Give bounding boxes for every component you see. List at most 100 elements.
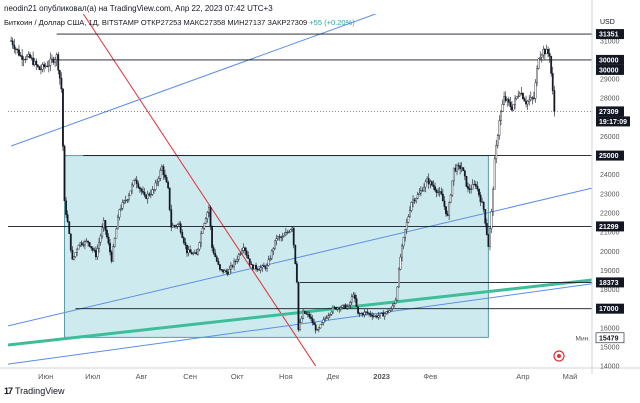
candle-body (25, 55, 28, 60)
candle-body (82, 244, 85, 246)
candle-body (40, 68, 42, 71)
candle-body (423, 186, 425, 192)
candle-body (308, 314, 311, 318)
candle-body (449, 194, 452, 203)
candle-body (57, 54, 60, 71)
candle-body (223, 270, 226, 273)
candle-body (281, 236, 284, 238)
candle-body (369, 313, 372, 316)
y-tick-label: 21000 (600, 230, 620, 237)
candle-body (311, 318, 314, 324)
candle-body (175, 225, 177, 227)
candle-body (415, 198, 418, 202)
candle-body (58, 70, 61, 79)
candle-body (440, 191, 443, 195)
candle-body (518, 93, 521, 97)
candle-body (239, 253, 242, 255)
candle-body (545, 49, 548, 55)
candle-body (149, 194, 152, 196)
candle-body (124, 200, 127, 202)
candle-body (462, 167, 465, 172)
y-tick-label: 23000 (600, 191, 620, 198)
candle-body (533, 97, 535, 99)
candle-body (11, 40, 14, 46)
candle-body (382, 312, 385, 317)
candle-body (300, 318, 303, 323)
candle-body (295, 263, 298, 283)
price-label-box (596, 303, 624, 314)
candle-body (372, 315, 375, 317)
candle-body (252, 264, 254, 270)
candle-body (73, 256, 75, 260)
candle-body (88, 242, 91, 247)
candle-body (241, 250, 243, 254)
candle-body (443, 200, 446, 207)
candle-body (339, 307, 342, 310)
candle-body (306, 313, 309, 315)
candle-body (80, 242, 83, 246)
symbol-legend: Биткоин / Доллар США, 1Д, BITSTAMP ОТКР2… (4, 18, 355, 27)
candle-body (76, 248, 78, 253)
candle-body (492, 188, 494, 212)
candle-body (211, 226, 213, 248)
candle-body (189, 249, 192, 253)
y-tick-label: 20000 (600, 249, 620, 256)
candle-body (346, 306, 348, 309)
candle-body (231, 265, 234, 267)
candle-body (41, 64, 44, 70)
candle-body (456, 165, 458, 172)
candle-body (261, 265, 264, 269)
candle-body (203, 223, 206, 229)
candle-body (468, 188, 471, 190)
candle-body (484, 209, 487, 224)
candle-body (352, 294, 355, 298)
candle-body (303, 310, 306, 314)
candle-body (299, 322, 301, 330)
candle-body (62, 88, 64, 147)
candle-body (361, 313, 364, 315)
red-trend-line-0 (82, 14, 317, 367)
candle-body (24, 59, 27, 61)
y-tick-label: 22000 (600, 211, 620, 218)
candle-body (32, 57, 35, 65)
candles (10, 36, 556, 334)
candle-body (350, 296, 353, 303)
candle-body (112, 246, 115, 262)
event-marker-dot (557, 354, 561, 358)
candle-body (347, 304, 350, 307)
candle-body (531, 97, 534, 99)
candle-body (244, 247, 246, 252)
x-tick-label: 2023 (373, 372, 390, 381)
candle-body (184, 242, 187, 246)
candle-body (187, 249, 190, 254)
candle-body (385, 311, 388, 314)
candle-body (319, 324, 322, 329)
candle-body (33, 60, 36, 65)
candle-body (481, 201, 484, 203)
candle-body (214, 252, 217, 258)
candle-body (430, 181, 433, 186)
candle-body (63, 146, 66, 202)
candle-body (140, 188, 143, 192)
candle-body (336, 307, 339, 310)
candle-body (445, 206, 447, 215)
candle-body (355, 298, 358, 307)
candle-body (248, 258, 251, 265)
ohlc-values: ОТКР27253 МАКС27358 МИН27137 ЗАКР27309 (140, 18, 308, 27)
candle-body (376, 315, 378, 318)
candle-body (176, 224, 179, 227)
candle-body (305, 313, 308, 315)
candle-body (126, 199, 129, 201)
candle-body (115, 228, 118, 239)
candle-body (195, 252, 198, 255)
price-label-box (595, 332, 625, 344)
candle-body (170, 209, 173, 228)
candle-body (357, 306, 359, 314)
candle-body (471, 184, 474, 190)
candle-body (14, 48, 17, 50)
candle-body (173, 225, 176, 227)
candle-body (120, 208, 122, 210)
candle-body (46, 65, 49, 67)
candle-body (526, 100, 529, 105)
